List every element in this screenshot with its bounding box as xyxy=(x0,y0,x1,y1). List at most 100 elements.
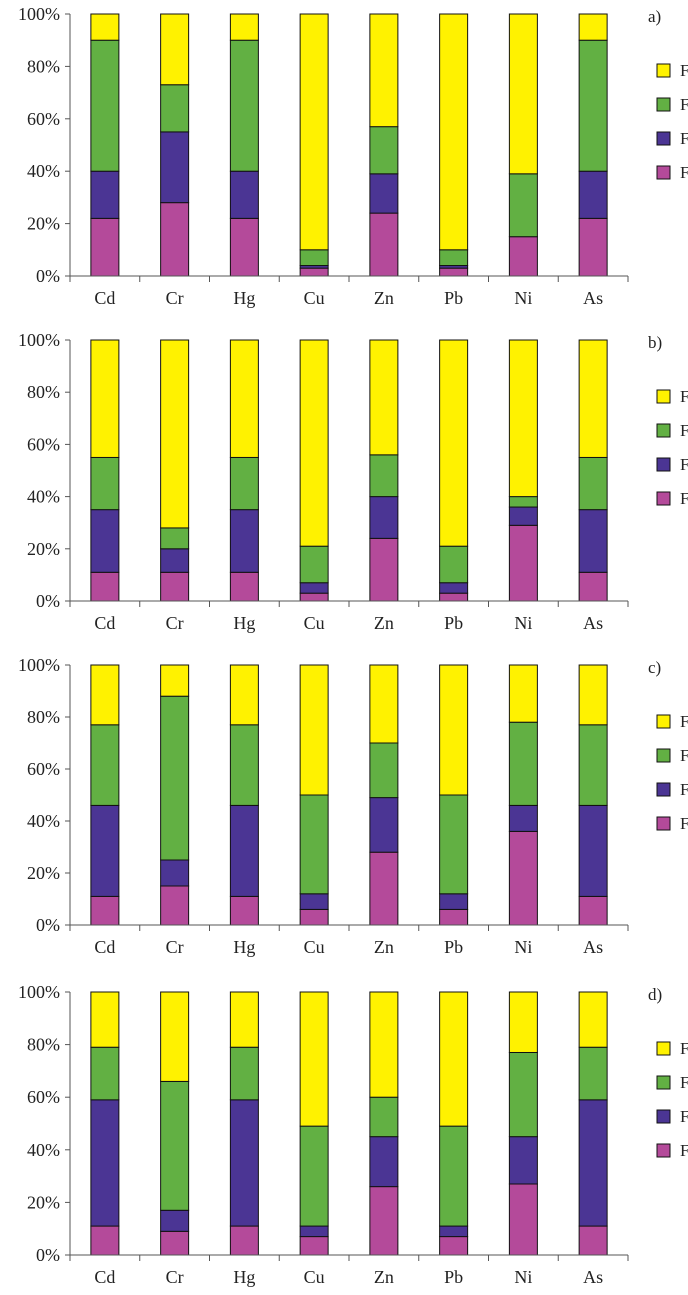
legend-swatch-f4 xyxy=(656,1041,671,1056)
x-category-label: Cr xyxy=(166,937,184,957)
bar-segment-f4-hg xyxy=(229,664,259,726)
bar-segment-f2-pb xyxy=(439,1225,469,1238)
bar-segment-f4-as xyxy=(578,13,608,41)
chart-panel-3: 0% 20% 40% 60% 80% 100% Cd Cr Hg Cu Zn Pb Ni As c) F4 F3… xyxy=(18,655,688,957)
chart-panel-1: 0% 20% 40% 60% 80% 100% Cd Cr Hg Cu Zn Pb Ni As a) F4 F3… xyxy=(18,4,688,308)
bar-segment-f4-zn xyxy=(369,13,399,128)
legend-swatch-f1 xyxy=(656,816,671,831)
panel-label: c) xyxy=(648,658,661,677)
bar-segment-f4-cd xyxy=(90,664,120,726)
x-category-label: Hg xyxy=(233,288,255,308)
bar-segment-f2-as xyxy=(578,170,608,219)
y-tick-label: 20% xyxy=(27,863,60,883)
x-category-label: As xyxy=(583,288,603,308)
x-category-label: Cd xyxy=(94,937,115,957)
bar-segment-f4-cu xyxy=(299,664,329,796)
legend-swatch-f3 xyxy=(656,97,671,112)
legend-label-f4: F4 xyxy=(680,387,688,406)
legend-label-f1: F1 xyxy=(680,163,688,182)
bar-segment-f2-cr xyxy=(160,548,190,573)
bar-segment-f4-hg xyxy=(229,339,259,458)
legend-label-f4: F4 xyxy=(680,1039,688,1058)
bar-segment-f1-pb xyxy=(439,267,469,277)
legend-label-f3: F3 xyxy=(680,95,688,114)
bar-segment-f1-zn xyxy=(369,537,399,602)
bar-segment-f4-hg xyxy=(229,13,259,41)
bar-segment-f1-cd xyxy=(90,895,120,926)
y-tick-label: 0% xyxy=(36,266,60,286)
bar-segment-f1-ni xyxy=(508,830,538,926)
legend-label-f2: F2 xyxy=(680,1107,688,1126)
y-tick-label: 60% xyxy=(27,1087,60,1107)
bar-segment-f1-hg xyxy=(229,1225,259,1256)
bar-segment-f4-zn xyxy=(369,664,399,744)
bar-segment-f2-cu xyxy=(299,582,329,594)
y-tick-label: 40% xyxy=(27,161,60,181)
y-tick-label: 80% xyxy=(27,1035,60,1055)
bar-segment-f1-ni xyxy=(508,1183,538,1256)
bar-segment-f1-zn xyxy=(369,851,399,926)
bar-segment-f3-cu xyxy=(299,794,329,895)
legend-swatch-f3 xyxy=(656,748,671,763)
bar-segment-f3-hg xyxy=(229,456,259,511)
x-category-label: Hg xyxy=(233,1267,255,1287)
bar-segment-f2-cu xyxy=(299,1225,329,1238)
legend-swatch-f4 xyxy=(656,389,671,404)
x-category-label: Zn xyxy=(374,288,394,308)
bar-segment-f1-cd xyxy=(90,1225,120,1256)
bar-segment-f4-cd xyxy=(90,13,120,41)
bar-segment-f2-pb xyxy=(439,582,469,594)
chart-panel-2: 0% 20% 40% 60% 80% 100% Cd Cr Hg Cu Zn Pb Ni As b) F4 F3… xyxy=(18,330,688,633)
bar-segment-f2-as xyxy=(578,509,608,573)
x-category-label: Zn xyxy=(374,613,394,633)
x-category-label: Cd xyxy=(94,613,115,633)
x-category-label: Cd xyxy=(94,1267,115,1287)
bar-segment-f3-cu xyxy=(299,545,329,584)
bar-segment-f1-cd xyxy=(90,571,120,602)
x-category-label: Zn xyxy=(374,1267,394,1287)
x-category-label: Ni xyxy=(514,613,532,633)
bar-segment-f2-cd xyxy=(90,1099,120,1227)
bar-segment-f2-cd xyxy=(90,509,120,573)
bar-segment-f2-pb xyxy=(439,893,469,910)
legend-label-f3: F3 xyxy=(680,746,688,765)
bar-segment-f1-as xyxy=(578,895,608,926)
bar-segment-f3-cr xyxy=(160,1080,190,1211)
legend-swatch-f4 xyxy=(656,714,671,729)
bar-segment-f1-zn xyxy=(369,212,399,277)
bar-segment-f3-cd xyxy=(90,1046,120,1101)
y-tick-label: 60% xyxy=(27,109,60,129)
y-tick-label: 0% xyxy=(36,915,60,935)
x-category-label: Hg xyxy=(233,613,255,633)
bar-segment-f3-hg xyxy=(229,39,259,172)
y-tick-label: 40% xyxy=(27,1140,60,1160)
bar-segment-f4-cr xyxy=(160,339,190,529)
legend-swatch-f2 xyxy=(656,457,671,472)
bar-segment-f1-hg xyxy=(229,571,259,602)
bar-segment-f3-pb xyxy=(439,794,469,895)
bar-segment-f4-ni xyxy=(508,339,538,498)
bar-segment-f2-zn xyxy=(369,797,399,853)
y-tick-label: 20% xyxy=(27,539,60,559)
bar-segment-f1-as xyxy=(578,1225,608,1256)
bar-segment-f4-as xyxy=(578,991,608,1048)
bar-segment-f3-cu xyxy=(299,1125,329,1227)
x-category-label: Cu xyxy=(304,937,325,957)
bar-segment-f1-as xyxy=(578,571,608,602)
bar-segment-f4-as xyxy=(578,339,608,458)
bar-segment-f4-cr xyxy=(160,664,190,697)
legend-label-f3: F3 xyxy=(680,421,688,440)
legend-label-f1: F1 xyxy=(680,1141,688,1160)
y-tick-label: 40% xyxy=(27,811,60,831)
x-category-label: Pb xyxy=(444,937,463,957)
legend-swatch-f2 xyxy=(656,782,671,797)
y-tick-label: 80% xyxy=(27,382,60,402)
bar-segment-f3-zn xyxy=(369,1096,399,1138)
bar-segment-f1-pb xyxy=(439,592,469,602)
bar-segment-f4-hg xyxy=(229,991,259,1048)
bar-segment-f3-ni xyxy=(508,173,538,238)
bar-segment-f3-as xyxy=(578,456,608,511)
legend-swatch-f1 xyxy=(656,165,671,180)
bar-segment-f3-pb xyxy=(439,545,469,584)
bar-segment-f2-cd xyxy=(90,170,120,219)
